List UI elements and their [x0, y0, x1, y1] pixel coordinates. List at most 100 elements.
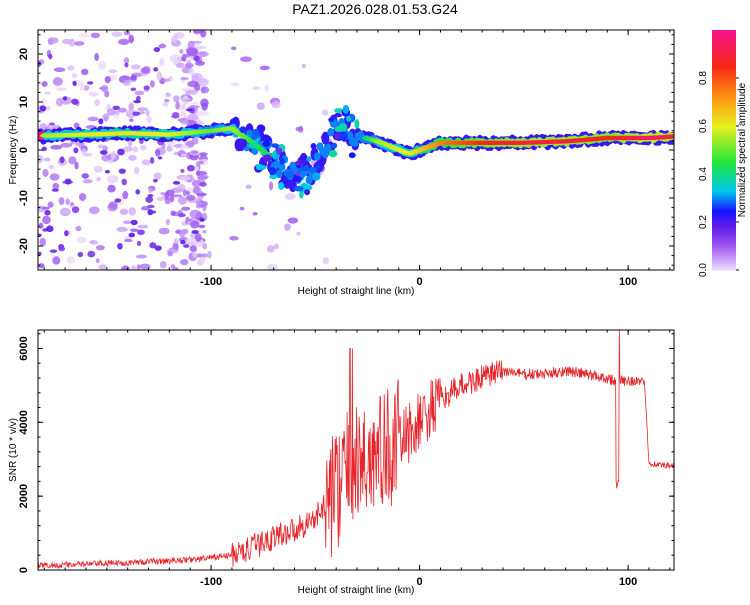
colorbar-swatch: [712, 214, 736, 217]
noise-blob: [114, 110, 120, 115]
ridge-scatter: [334, 108, 344, 114]
colorbar-swatch: [712, 152, 736, 155]
noise-blob: [98, 264, 108, 270]
noise-blob: [173, 95, 180, 103]
colorbar-swatch: [712, 138, 736, 141]
colorbar-swatch: [712, 186, 736, 189]
colorbar-swatch: [712, 250, 736, 253]
ridge-halo: [321, 131, 330, 145]
noise-blob: [169, 195, 175, 203]
colorbar-swatch: [712, 98, 736, 101]
noise-blob: [135, 254, 147, 259]
noise-blob: [187, 40, 195, 49]
colorbar-swatch: [712, 86, 736, 89]
colorbar-swatch: [712, 202, 736, 205]
noise-blob: [38, 222, 44, 229]
noise-blob: [175, 101, 180, 110]
ridge-scatter: [248, 142, 258, 149]
noise-blob: [136, 264, 141, 270]
colorbar-tick-label: 0.6: [698, 119, 709, 133]
noise-blob: [148, 188, 154, 193]
noise-blob: [182, 188, 187, 197]
noise-blob: [78, 33, 91, 38]
noise-blob: [73, 41, 85, 46]
noise-blob: [107, 184, 116, 193]
ridge-scatter: [331, 142, 338, 149]
ridge-scatter: [299, 190, 304, 199]
ridge-scatter: [276, 147, 283, 155]
colorbar-swatch: [712, 160, 736, 163]
noise-blob: [125, 109, 137, 119]
noise-blob: [186, 186, 194, 192]
noise-blob: [123, 30, 131, 36]
ridge-scatter: [304, 189, 311, 196]
noise-blob: [49, 122, 55, 126]
y-tick-label: -10: [18, 190, 30, 206]
noise-blob: [90, 32, 100, 39]
colorbar-swatch: [712, 234, 736, 237]
noise-blob: [119, 208, 129, 215]
colorbar-swatch: [712, 42, 736, 45]
noise-blob: [169, 54, 182, 64]
ridge-scatter: [339, 131, 348, 140]
colorbar-swatch: [712, 170, 736, 173]
noise-blob: [172, 267, 180, 270]
colorbar-swatch: [712, 90, 736, 93]
noise-blob: [145, 109, 150, 116]
noise-blob: [187, 80, 199, 88]
noise-blob: [130, 74, 137, 81]
noise-blob: [127, 154, 137, 161]
colorbar-swatch: [712, 168, 736, 171]
noise-blob: [38, 154, 44, 164]
ridge-band: [351, 138, 359, 148]
colorbar-swatch: [712, 54, 736, 57]
colorbar-swatch: [712, 204, 736, 207]
noise-blob: [190, 150, 199, 154]
noise-blob: [110, 151, 116, 160]
colorbar-swatch: [712, 154, 736, 157]
noise-blob: [164, 191, 170, 199]
noise-blob: [146, 115, 152, 124]
noise-blob: [147, 209, 154, 216]
ridge-scatter: [348, 152, 356, 159]
noise-blob: [136, 240, 142, 247]
snr-series-line: [38, 330, 674, 569]
noise-blob: [89, 240, 96, 244]
noise-blob: [66, 256, 75, 264]
colorbar-swatch: [712, 266, 736, 269]
colorbar-swatch: [712, 268, 736, 271]
noise-blob: [192, 179, 202, 188]
noise-blob: [97, 144, 105, 149]
ridge-scatter: [346, 115, 351, 122]
noise-blob: [130, 64, 141, 70]
noise-blob: [239, 206, 245, 211]
noise-blob: [108, 69, 118, 74]
noise-blob: [48, 164, 55, 170]
colorbar-swatch: [712, 178, 736, 181]
x-axis-label: Height of straight line (km): [298, 286, 415, 297]
ridge-band: [313, 152, 321, 161]
noise-blob: [198, 120, 204, 126]
noise-blob: [154, 245, 162, 251]
noise-blob: [195, 161, 201, 167]
colorbar-swatch: [712, 130, 736, 133]
noise-blob: [181, 206, 191, 211]
noise-blob: [199, 255, 206, 265]
ridge-scatter: [239, 126, 247, 134]
colorbar-swatch: [712, 38, 736, 41]
noise-blob: [98, 61, 107, 70]
noise-blob: [157, 156, 163, 160]
noise-blob: [173, 238, 179, 245]
noise-blob: [128, 232, 136, 238]
noise-blob: [190, 220, 200, 229]
noise-blob: [82, 179, 93, 184]
noise-blob: [111, 31, 123, 38]
noise-blob: [94, 99, 100, 106]
ridge-scatter: [262, 154, 272, 162]
colorbar-swatch: [712, 224, 736, 227]
noise-blob: [124, 62, 129, 68]
colorbar-swatch: [712, 206, 736, 209]
colorbar-swatch: [712, 126, 736, 129]
noise-blob: [44, 209, 51, 216]
noise-blob: [74, 161, 79, 170]
